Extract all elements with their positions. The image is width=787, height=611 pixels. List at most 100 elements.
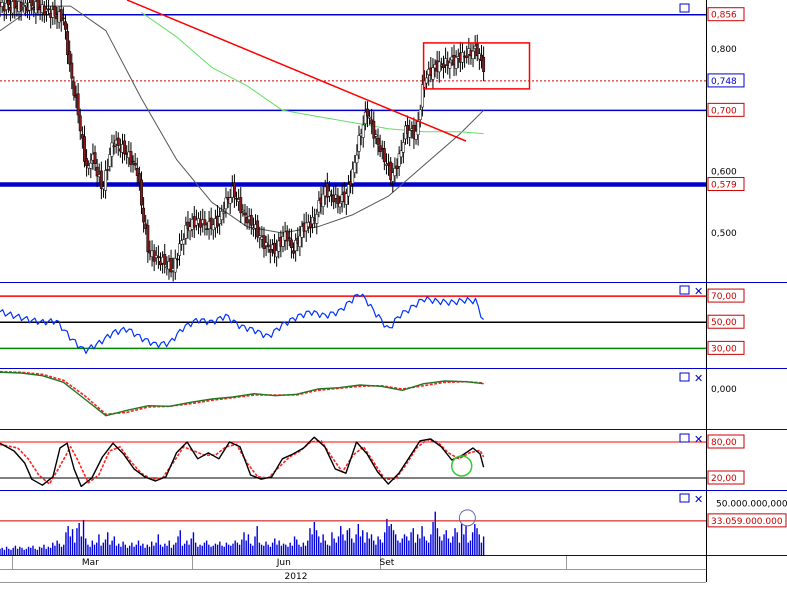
candle-body — [262, 235, 266, 250]
price-panel — [0, 0, 706, 282]
volume-bar — [249, 543, 252, 555]
volume-bar — [104, 539, 107, 555]
volume-bar — [289, 542, 291, 555]
candle-body — [93, 152, 97, 164]
candle-body — [374, 134, 378, 137]
volume-bar — [456, 532, 458, 555]
volume-bar — [170, 547, 173, 555]
candle-body — [414, 131, 418, 140]
volume-bar — [232, 543, 234, 555]
volume-bar — [183, 543, 186, 555]
volume-bar — [274, 538, 276, 555]
volume-bar — [78, 523, 80, 555]
maximize-icon[interactable] — [679, 433, 690, 443]
candle-body — [235, 197, 238, 200]
volume-bar — [471, 532, 474, 555]
volume-bar — [333, 538, 335, 555]
volume-bar — [212, 545, 214, 555]
volume-bar — [124, 544, 126, 555]
volume-bar — [447, 538, 450, 555]
volume-bar — [412, 528, 414, 555]
volume-bar — [181, 545, 184, 555]
close-icon[interactable]: ✕ — [694, 372, 703, 385]
volume-bar — [10, 549, 12, 555]
volume-bar — [21, 547, 23, 555]
volume-bar — [449, 542, 452, 555]
maximize-icon[interactable] — [679, 493, 690, 503]
volume-bar — [74, 542, 76, 555]
volume-bar — [12, 547, 14, 555]
volume-bar — [465, 526, 467, 555]
volume-bar — [291, 545, 294, 555]
candle-body — [353, 162, 357, 173]
volume-bar — [144, 547, 146, 555]
volume-bar — [416, 534, 419, 555]
volume-bar — [128, 545, 131, 555]
x-tick-label-jun: Jun — [276, 558, 291, 568]
candle-body — [85, 158, 89, 166]
moving-average-fast — [140, 11, 484, 135]
volume-bar — [351, 538, 353, 555]
candle-body — [123, 140, 127, 155]
volume-bar — [63, 544, 65, 555]
candle-body — [64, 21, 67, 30]
volume-bar — [271, 542, 274, 555]
volume-bar — [254, 536, 256, 555]
maximize-icon[interactable] — [679, 3, 690, 13]
volume-bar — [113, 536, 116, 555]
maximize-icon[interactable] — [679, 372, 690, 382]
candle-body — [418, 109, 422, 120]
candle-body — [315, 214, 319, 224]
candle-body — [357, 135, 361, 152]
stochastic-panel — [0, 436, 706, 488]
volume-bar — [298, 544, 300, 555]
candle-body — [203, 219, 207, 226]
x-tick-label-set: Set — [379, 558, 394, 568]
close-icon[interactable]: ✕ — [694, 493, 703, 506]
volume-bar — [96, 542, 98, 555]
volume-bar — [102, 542, 105, 555]
volume-bar — [241, 539, 243, 555]
volume-bar — [320, 542, 322, 555]
volume-bar — [225, 542, 228, 555]
stoch-level-label: 80,00 — [711, 438, 737, 448]
candle-body — [28, 2, 32, 11]
volume-bar — [67, 526, 69, 555]
candle-body — [53, 5, 57, 16]
volume-bar — [293, 536, 296, 555]
candle-body — [425, 77, 429, 84]
candle-body — [317, 200, 321, 213]
rsi-level-label-box — [707, 314, 745, 329]
volume-bar — [27, 546, 30, 555]
candle-body — [142, 207, 146, 223]
volume-y-tick-label: 50.000.000,000 — [716, 499, 787, 509]
price-y-tick-label: 0,500 — [711, 229, 737, 239]
volume-bar — [5, 546, 8, 555]
maximize-icon[interactable] — [679, 285, 690, 295]
volume-reference-box — [707, 513, 787, 528]
candle-body — [258, 235, 262, 238]
volume-bar — [100, 545, 102, 555]
volume-bar — [263, 545, 265, 555]
volume-bar — [82, 519, 85, 555]
candle-body — [110, 142, 114, 157]
candle-body — [21, 5, 25, 7]
close-icon[interactable]: ✕ — [694, 433, 703, 446]
close-icon[interactable]: ✕ — [694, 285, 703, 298]
rsi-level-label-box — [707, 288, 745, 303]
volume-bar — [177, 536, 179, 555]
candle-body — [266, 244, 270, 248]
volume-bar — [109, 544, 111, 555]
stoch-level-label-box — [707, 434, 745, 449]
volume-bar — [445, 530, 447, 555]
volume-bar — [159, 544, 162, 555]
volume-bar — [120, 546, 122, 555]
candle-body — [382, 148, 386, 163]
volume-bar — [87, 544, 89, 555]
candle-body — [347, 184, 350, 197]
candle-body — [397, 153, 401, 167]
volume-bar — [425, 540, 428, 555]
candle-body — [173, 258, 177, 273]
price-panel-controls — [679, 3, 690, 13]
candle-body — [178, 243, 181, 256]
